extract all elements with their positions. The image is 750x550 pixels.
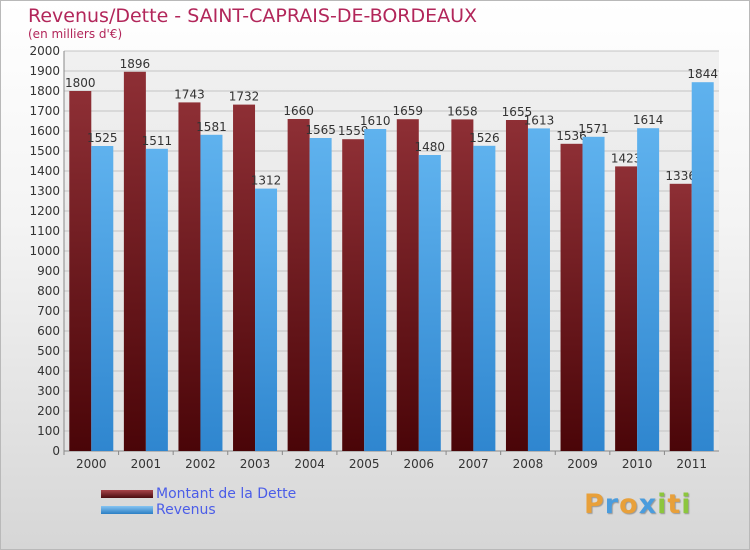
- data-label: 1844: [687, 67, 718, 81]
- data-label: 1571: [578, 122, 609, 136]
- logo-letter: i: [657, 489, 668, 520]
- data-label: 1610: [360, 114, 391, 128]
- chart-subtitle: (en milliers d'€): [28, 27, 123, 41]
- data-label: 1660: [283, 104, 314, 118]
- logo-letter: o: [619, 489, 639, 520]
- y-tick-label: 900: [37, 264, 60, 278]
- legend-swatch-revenue: [101, 506, 153, 514]
- data-label: 1336: [665, 169, 696, 183]
- bar-revenue: [637, 128, 660, 451]
- bar-revenue: [582, 136, 605, 452]
- bar-revenue: [200, 134, 223, 452]
- y-tick-label: 1000: [29, 244, 60, 258]
- data-label: 1480: [415, 140, 446, 154]
- bar-debt: [560, 143, 583, 452]
- bar-debt: [396, 119, 419, 451]
- bar-revenue: [527, 128, 550, 451]
- data-label: 1743: [174, 87, 205, 101]
- chart-title: Revenus/Dette - SAINT-CAPRAIS-DE-BORDEAU…: [28, 5, 478, 27]
- data-label: 1536: [556, 129, 587, 143]
- y-tick-label: 1100: [29, 224, 60, 238]
- y-tick-label: 1400: [29, 164, 60, 178]
- data-label: 1511: [142, 134, 173, 148]
- bar-revenue: [691, 82, 714, 451]
- data-label: 1565: [305, 123, 336, 137]
- data-label: 1559: [338, 124, 369, 138]
- y-tick-label: 0: [52, 444, 60, 458]
- logo-letter: r: [604, 489, 620, 520]
- y-tick-label: 1700: [29, 104, 60, 118]
- bar-debt: [123, 71, 146, 452]
- y-tick-label: 1300: [29, 184, 60, 198]
- proxiti-logo: Proxiti: [584, 489, 692, 520]
- bar-revenue: [255, 188, 278, 451]
- x-tick-label: 2009: [567, 457, 598, 471]
- bar-debt: [451, 119, 474, 452]
- logo-letter: i: [681, 489, 692, 520]
- data-label: 1896: [120, 57, 151, 71]
- x-tick-label: 2005: [349, 457, 380, 471]
- bar-debt: [287, 119, 310, 451]
- y-tick-label: 200: [37, 404, 60, 418]
- bar-debt: [505, 120, 528, 451]
- data-label: 1732: [229, 90, 260, 104]
- y-tick-label: 1200: [29, 204, 60, 218]
- data-label: 1525: [87, 131, 118, 145]
- y-tick-label: 800: [37, 284, 60, 298]
- x-tick-label: 2011: [676, 457, 707, 471]
- bar-debt: [178, 102, 201, 452]
- data-label: 1800: [65, 76, 96, 90]
- data-label: 1613: [524, 113, 555, 127]
- y-tick-label: 300: [37, 384, 60, 398]
- bar-debt: [615, 166, 638, 451]
- y-tick-label: 2000: [29, 44, 60, 58]
- y-tick-label: 400: [37, 364, 60, 378]
- bar-debt: [342, 139, 365, 451]
- y-tick-label: 100: [37, 424, 60, 438]
- data-label: 1312: [251, 174, 282, 188]
- y-tick-label: 600: [37, 324, 60, 338]
- bar-debt: [69, 91, 92, 451]
- bar-revenue: [309, 138, 332, 451]
- y-tick-label: 700: [37, 304, 60, 318]
- data-label: 1614: [633, 113, 664, 127]
- x-tick-label: 2008: [513, 457, 544, 471]
- x-tick-label: 2003: [240, 457, 271, 471]
- bar-revenue: [145, 148, 168, 452]
- data-label: 1581: [196, 120, 227, 134]
- x-tick-label: 2001: [131, 457, 162, 471]
- bar-revenue: [364, 129, 387, 451]
- data-label: 1423: [611, 151, 642, 165]
- x-tick-label: 2004: [294, 457, 325, 471]
- x-tick-label: 2006: [404, 457, 435, 471]
- bar-debt: [233, 104, 256, 451]
- data-label: 1526: [469, 131, 500, 145]
- x-tick-label: 2010: [622, 457, 653, 471]
- data-label: 1658: [447, 104, 478, 118]
- bar-revenue: [473, 145, 496, 452]
- legend-swatch-debt: [101, 490, 153, 498]
- bar-revenue: [91, 146, 114, 451]
- x-tick-label: 2007: [458, 457, 489, 471]
- logo-letter: t: [667, 489, 682, 520]
- data-label: 1655: [502, 105, 533, 119]
- y-tick-label: 500: [37, 344, 60, 358]
- y-tick-label: 1600: [29, 124, 60, 138]
- bar-debt: [669, 183, 692, 452]
- bar-revenue: [418, 155, 441, 451]
- y-tick-label: 1900: [29, 64, 60, 78]
- x-tick-label: 2000: [76, 457, 107, 471]
- logo-letter: x: [638, 489, 658, 520]
- logo-letter: P: [584, 489, 605, 520]
- y-tick-label: 1800: [29, 84, 60, 98]
- x-tick-label: 2002: [185, 457, 216, 471]
- y-tick-label: 1500: [29, 144, 60, 158]
- legend-label-revenue: Revenus: [156, 502, 216, 518]
- data-label: 1659: [393, 104, 424, 118]
- legend-label-debt: Montant de la Dette: [156, 486, 297, 502]
